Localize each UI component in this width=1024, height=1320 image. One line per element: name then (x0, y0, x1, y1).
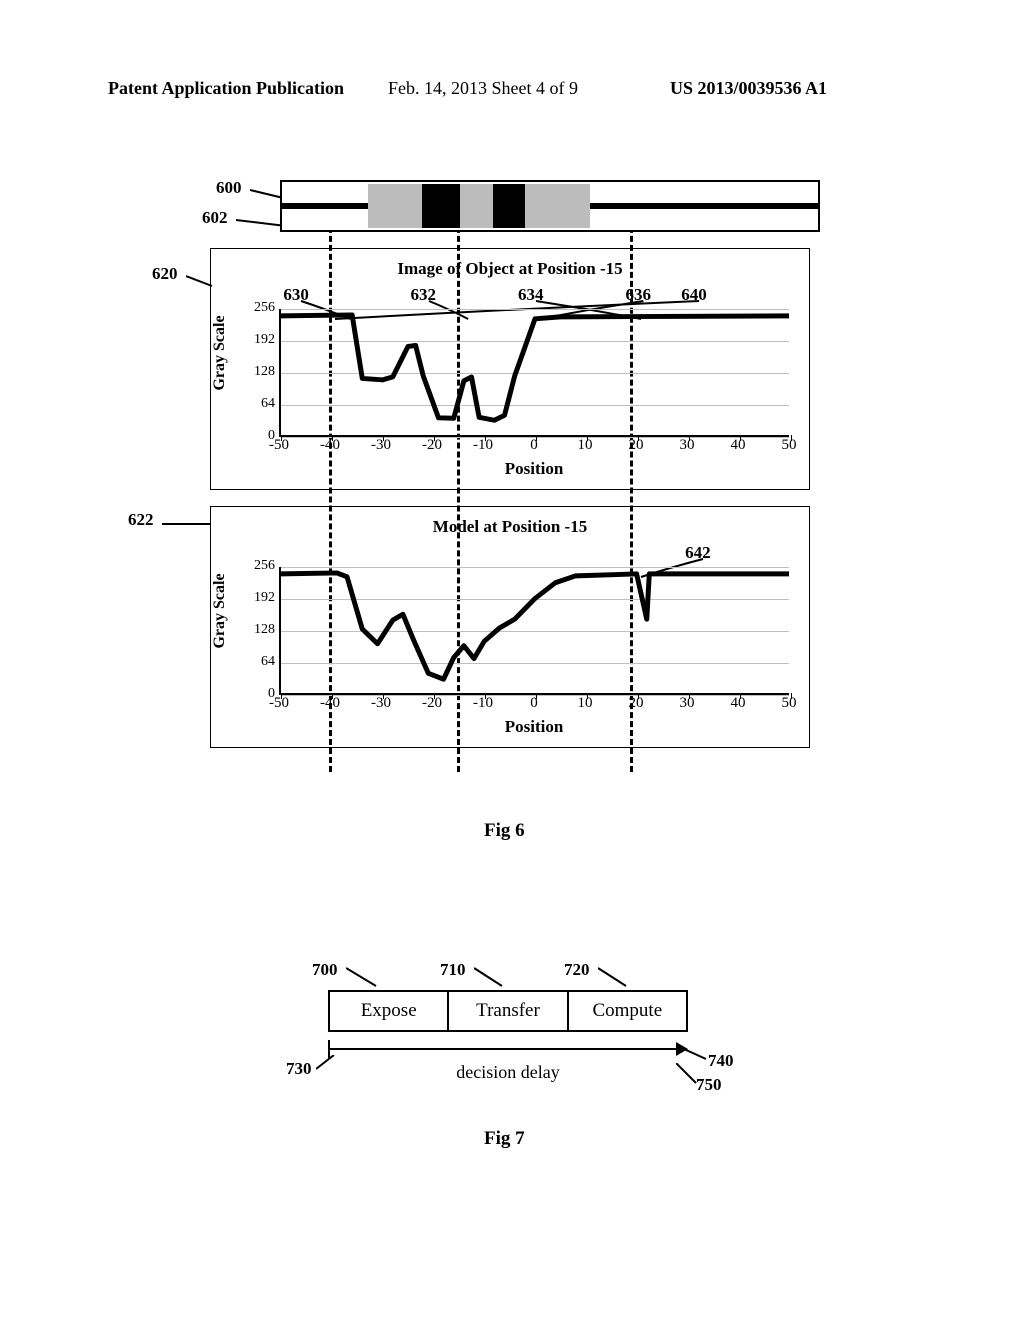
delay-arrow-head (676, 1042, 688, 1056)
chart-bottom-plot: 064128192256 (279, 567, 789, 695)
ref-750: 750 (696, 1075, 722, 1095)
chart-top: Image of Object at Position -15 63063263… (210, 248, 810, 490)
chart-top-xlabel: Position (279, 459, 789, 479)
ref-600: 600 (216, 178, 242, 198)
leader-710 (474, 966, 508, 990)
chart-bottom: Model at Position -15 642 064128192256 G… (210, 506, 810, 748)
cell-transfer: Transfer (449, 992, 568, 1030)
delay-label: decision delay (328, 1062, 688, 1083)
figure-7-area: 700 710 720 Expose Transfer Compute deci… (318, 960, 706, 1083)
ref-700: 700 (312, 960, 338, 980)
leader-700 (346, 966, 380, 990)
ref-640: 640 (681, 285, 707, 305)
header-left: Patent Application Publication (108, 78, 344, 99)
ref-634: 634 (518, 285, 544, 305)
object-pattern-bar (280, 180, 820, 232)
chart-bottom-ylabel: Gray Scale (211, 573, 229, 648)
ref-710: 710 (440, 960, 466, 980)
cell-expose: Expose (330, 992, 449, 1030)
ref-720: 720 (564, 960, 590, 980)
figure-6-area: 600 602 620 Image of Object at Position … (190, 180, 820, 748)
chart-bottom-xticks: -50-40-30-20-1001020304050 (279, 695, 789, 715)
ref-636: 636 (626, 285, 652, 305)
delay-arrow (328, 1040, 688, 1058)
ref-632: 632 (411, 285, 437, 305)
chart-top-title: Image of Object at Position -15 (221, 259, 799, 279)
cell-compute: Compute (569, 992, 686, 1030)
ref-630: 630 (283, 285, 309, 305)
block-row: Expose Transfer Compute (328, 990, 688, 1032)
ref-642: 642 (685, 543, 711, 563)
ref-740: 740 (708, 1051, 734, 1071)
leader-720 (598, 966, 632, 990)
chart-top-ylabel: Gray Scale (211, 315, 229, 390)
chart-top-xticks: -50-40-30-20-1001020304050 (279, 437, 789, 457)
ref-602: 602 (202, 208, 228, 228)
ref-730: 730 (286, 1059, 312, 1079)
fig6-caption: Fig 6 (484, 820, 525, 842)
chart-bottom-xlabel: Position (279, 717, 789, 737)
fig7-caption: Fig 7 (484, 1128, 525, 1150)
chart-bottom-title: Model at Position -15 (221, 517, 799, 537)
chart-top-plot: 064128192256 (279, 309, 789, 437)
ref-622: 622 (128, 510, 154, 530)
leader-622 (162, 518, 214, 532)
header-right: US 2013/0039536 A1 (670, 78, 827, 99)
chart-bottom-annotations: 642 (279, 543, 789, 567)
delay-line (328, 1048, 678, 1050)
ref-620: 620 (152, 264, 178, 284)
chart-top-annotations: 630 632 634 636 640 (279, 285, 789, 309)
header-center: Feb. 14, 2013 Sheet 4 of 9 (388, 78, 578, 99)
